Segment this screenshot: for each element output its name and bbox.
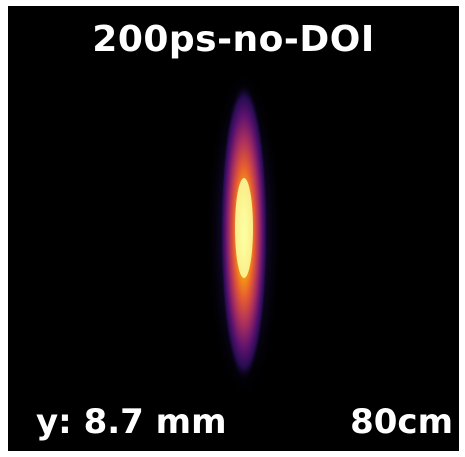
intensity-core [235, 178, 253, 278]
distance-label: 80cm [350, 402, 453, 442]
slice-position-label: y: 8.7 mm [36, 402, 227, 442]
image-frame: 200ps-no-DOI y: 8.7 mm 80cm [8, 6, 459, 451]
image-title: 200ps-no-DOI [92, 19, 375, 60]
intensity-image [206, 64, 282, 404]
